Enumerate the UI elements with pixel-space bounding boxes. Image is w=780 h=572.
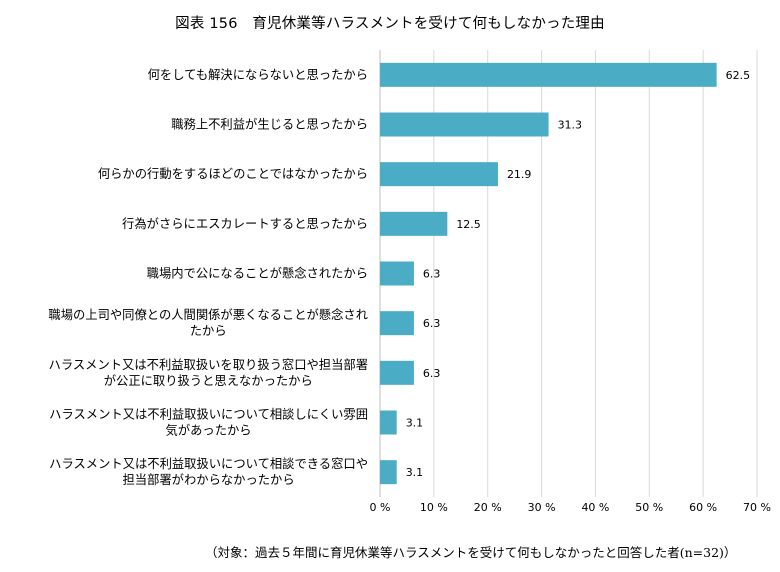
data-label: 21.9 — [507, 168, 532, 181]
bar — [380, 460, 397, 485]
bar — [380, 410, 397, 435]
bar — [380, 62, 717, 87]
category-label: 職務上不利益が生じると思ったから — [171, 117, 368, 132]
bar — [380, 211, 448, 236]
x-tick-label: 40 % — [581, 501, 609, 514]
x-tick-label: 50 % — [635, 501, 663, 514]
category-label: 何らかの行動をするほどのことではなかったから — [98, 166, 368, 181]
category-label: 何をしても解決にならないと思ったから — [148, 67, 368, 82]
data-label: 6.3 — [423, 367, 441, 380]
bar — [380, 360, 414, 385]
x-tick-label: 30 % — [528, 501, 556, 514]
chart-title: 図表 156 育児休業等ハラスメントを受けて何もしなかった理由 — [175, 16, 605, 32]
category-label: 行為がさらにエスカレートすると思ったから — [122, 216, 368, 231]
x-tick-label: 60 % — [689, 501, 717, 514]
category-label: 担当部署がわからなかったから — [122, 472, 294, 487]
x-tick-label: 20 % — [474, 501, 502, 514]
data-label: 31.3 — [558, 119, 583, 132]
data-label: 12.5 — [456, 218, 481, 231]
chart-footnote: （対象：過去５年間に育児休業等ハラスメントを受けて何もしなかったと回答した者(n… — [205, 545, 737, 560]
category-label: 気があったから — [166, 423, 252, 438]
data-label: 6.3 — [423, 268, 441, 281]
category-label: 職場内で公になることが懸念されたから — [147, 266, 368, 281]
x-tick-label: 0 % — [370, 501, 391, 514]
category-label: 職場の上司や同僚との人間関係が悪くなることが懸念され — [48, 307, 368, 322]
x-tick-label: 70 % — [743, 501, 771, 514]
x-tick-label: 10 % — [420, 501, 448, 514]
bar — [380, 311, 414, 336]
data-label: 6.3 — [423, 317, 441, 330]
bar — [380, 112, 549, 137]
category-label: ハラスメント又は不利益取扱いについて相談できる窓口や — [49, 456, 368, 471]
bar — [380, 261, 414, 286]
category-label: が公正に取り扱うと思えなかったから — [104, 373, 313, 388]
bar — [380, 162, 498, 187]
data-label: 3.1 — [406, 417, 424, 430]
data-label: 3.1 — [406, 466, 424, 479]
category-label: ハラスメント又は不利益取扱いについて相談しにくい雰囲 — [49, 407, 368, 422]
category-label: ハラスメント又は不利益取扱いを取り扱う窓口や担当部署 — [49, 357, 368, 372]
category-label: たから — [190, 324, 227, 338]
data-label: 62.5 — [726, 69, 751, 82]
